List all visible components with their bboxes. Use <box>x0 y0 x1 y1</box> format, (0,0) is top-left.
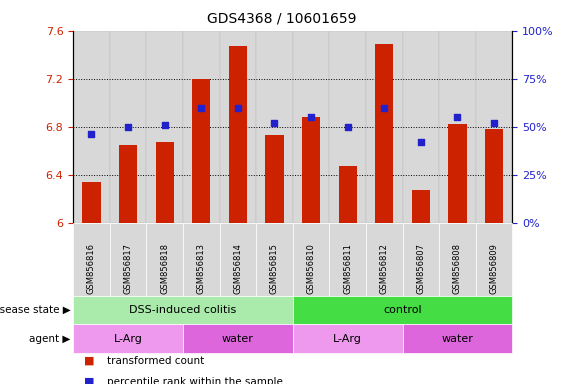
Text: disease state ▶: disease state ▶ <box>0 305 70 315</box>
Text: GSM856812: GSM856812 <box>380 243 388 294</box>
Bar <box>329 31 366 223</box>
Text: GSM856817: GSM856817 <box>124 243 132 294</box>
Bar <box>448 124 467 223</box>
Bar <box>412 190 430 223</box>
Text: water: water <box>222 334 254 344</box>
Text: GSM856815: GSM856815 <box>270 243 279 294</box>
Point <box>489 120 499 126</box>
Text: GSM856810: GSM856810 <box>307 243 315 294</box>
Text: GDS4368 / 10601659: GDS4368 / 10601659 <box>207 12 356 25</box>
Text: GSM856818: GSM856818 <box>160 243 169 294</box>
Text: ■: ■ <box>84 356 95 366</box>
Bar <box>119 145 137 223</box>
Text: ■: ■ <box>84 377 95 384</box>
Point <box>343 124 352 130</box>
Text: GSM856813: GSM856813 <box>197 243 205 294</box>
Point <box>306 114 315 120</box>
Bar <box>183 31 220 223</box>
Bar <box>155 142 174 223</box>
Text: GSM856809: GSM856809 <box>490 243 498 294</box>
Text: L-Arg: L-Arg <box>114 334 142 344</box>
Bar <box>485 129 503 223</box>
Bar <box>265 135 284 223</box>
Point <box>87 131 96 137</box>
Text: water: water <box>441 334 473 344</box>
Bar <box>366 31 403 223</box>
Point <box>123 124 133 130</box>
Point <box>417 139 426 145</box>
Point <box>270 120 279 126</box>
Text: GSM856808: GSM856808 <box>453 243 462 294</box>
Text: transformed count: transformed count <box>107 356 204 366</box>
Point <box>234 104 243 111</box>
Bar <box>146 31 183 223</box>
Text: L-Arg: L-Arg <box>333 334 362 344</box>
Bar <box>476 31 512 223</box>
Bar <box>256 31 293 223</box>
Bar <box>338 166 357 223</box>
Point <box>160 122 169 128</box>
Text: GSM856807: GSM856807 <box>417 243 425 294</box>
Text: agent ▶: agent ▶ <box>29 334 70 344</box>
Bar <box>192 79 211 223</box>
Text: DSS-induced colitis: DSS-induced colitis <box>129 305 236 315</box>
Bar <box>293 31 329 223</box>
Text: GSM856811: GSM856811 <box>343 243 352 294</box>
Bar <box>403 31 439 223</box>
Point <box>197 104 206 111</box>
Bar <box>110 31 146 223</box>
Text: control: control <box>383 305 422 315</box>
Text: GSM856814: GSM856814 <box>234 243 242 294</box>
Bar <box>82 182 101 223</box>
Bar <box>302 117 320 223</box>
Point <box>379 104 388 111</box>
Bar <box>220 31 256 223</box>
Text: percentile rank within the sample: percentile rank within the sample <box>107 377 283 384</box>
Bar <box>229 46 247 223</box>
Text: GSM856816: GSM856816 <box>87 243 96 294</box>
Bar <box>439 31 476 223</box>
Point <box>453 114 462 120</box>
Bar <box>375 44 394 223</box>
Bar <box>73 31 110 223</box>
